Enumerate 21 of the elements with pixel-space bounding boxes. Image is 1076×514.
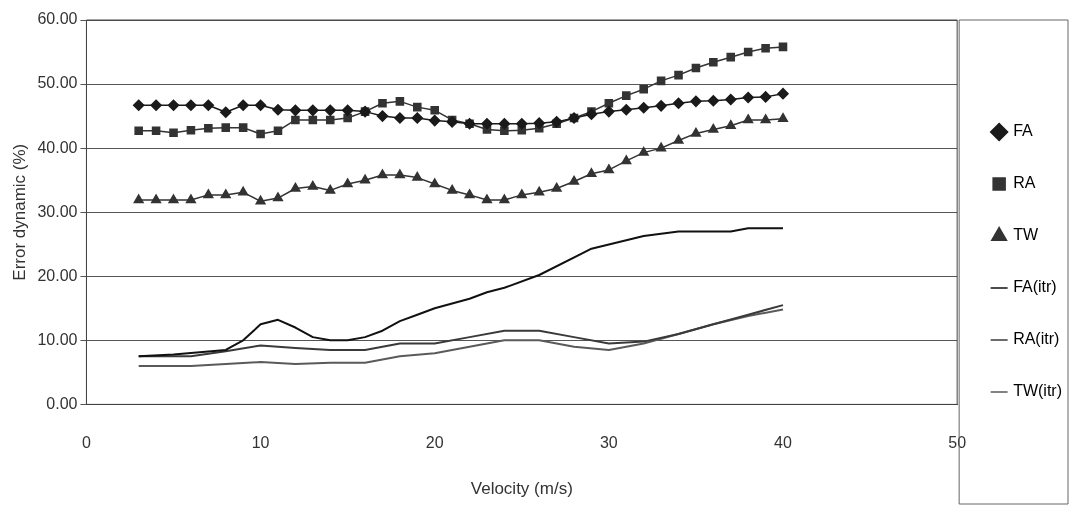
y-tick-label: 20.00 — [37, 266, 78, 284]
y-tick-label: 40.00 — [37, 138, 78, 156]
legend-label: RA(itr) — [1013, 330, 1060, 348]
y-axis-title: Error dynamic (%) — [9, 143, 29, 281]
x-tick-label: 30 — [599, 434, 618, 452]
x-tick-label: 20 — [425, 434, 444, 452]
legend-label: TW(itr) — [1013, 382, 1062, 400]
legend-label: FA(itr) — [1013, 278, 1057, 296]
x-tick-label: 10 — [251, 434, 270, 452]
x-axis-title: Velocity (m/s) — [470, 479, 573, 499]
y-tick-label: 10.00 — [37, 330, 78, 348]
x-tick-label: 50 — [948, 434, 967, 452]
legend-label: FA — [1013, 122, 1034, 140]
y-tick-label: 60.00 — [37, 10, 78, 28]
x-tick-label: 0 — [81, 434, 91, 452]
legend-label: RA — [1013, 174, 1036, 192]
y-tick-label: 30.00 — [37, 202, 78, 220]
y-tick-label: 50.00 — [37, 74, 78, 92]
x-tick-label: 40 — [774, 434, 792, 452]
y-tick-label: 0.00 — [46, 394, 78, 412]
legend-label: TW — [1013, 226, 1039, 244]
